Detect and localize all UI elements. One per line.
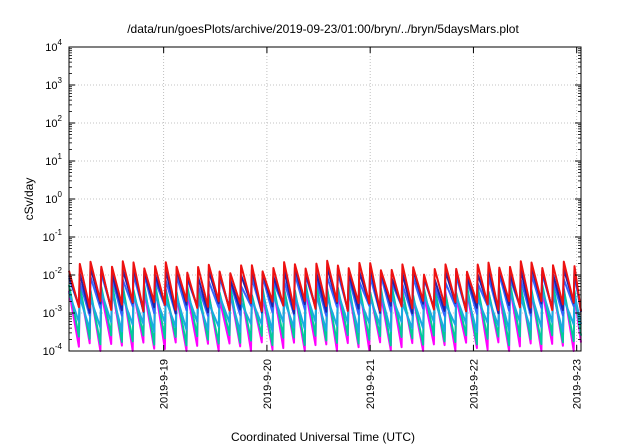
y-tick-label: 10-2 [43,266,63,282]
y-axis: 10-4 10-3 10-2 10-1 100 101 102 103 104 [43,38,581,358]
x-tick-label: 2019-9-20 [262,359,274,409]
y-tick-label: 10-4 [43,342,63,358]
y-tick-label: 104 [45,38,62,54]
x-tick-label: 2019-9-19 [159,359,171,409]
y-tick-label: 103 [45,76,62,92]
x-tick-label: 2019-9-22 [468,359,480,409]
y-axis-label: cSv/day [22,178,36,221]
series-group [68,259,582,352]
x-tick-label: 2019-9-23 [572,359,584,409]
y-tick-label: 100 [45,190,62,206]
y-tick-label: 102 [45,114,62,130]
x-axis-label: Coordinated Universal Time (UTC) [231,430,415,444]
x-axis: 2019-9-19 2019-9-20 2019-9-21 2019-9-22 2019… [159,47,584,409]
x-tick-label: 2019-9-21 [365,359,377,409]
series-line [68,259,582,313]
y-tick-label: 10-3 [43,304,63,320]
grid [69,47,581,351]
y-tick-label: 101 [45,152,62,168]
chart-title: /data/run/goesPlots/archive/2019-09-23/0… [127,22,519,36]
y-tick-label: 10-1 [43,228,63,244]
